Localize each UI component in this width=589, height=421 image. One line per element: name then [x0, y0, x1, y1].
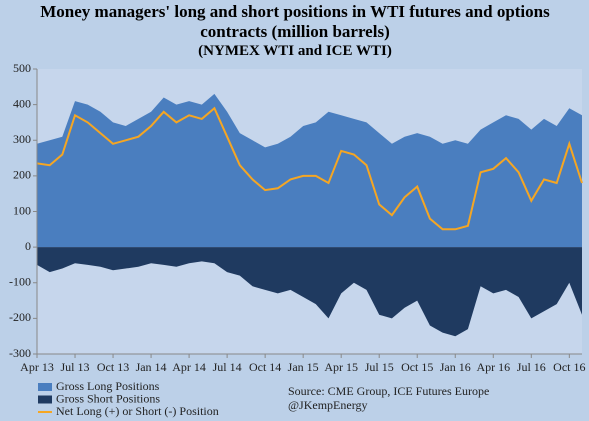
chart-subtitle: (NYMEX WTI and ICE WTI) — [198, 43, 392, 59]
x-tick-label: Apr 15 — [324, 360, 358, 374]
y-tick-label: -100 — [9, 275, 31, 289]
x-tick-label: Oct 16 — [553, 360, 585, 374]
legend-swatch — [38, 383, 52, 391]
x-tick-label: Oct 14 — [249, 360, 281, 374]
x-tick-label: Jul 16 — [517, 360, 546, 374]
y-tick-label: 400 — [13, 96, 31, 110]
y-tick-label: -300 — [9, 346, 31, 360]
x-tick-label: Oct 13 — [97, 360, 129, 374]
y-tick-label: 500 — [13, 61, 31, 75]
y-tick-label: 200 — [13, 168, 31, 182]
x-tick-label: Jan 14 — [136, 360, 167, 374]
y-tick-label: 0 — [25, 239, 31, 253]
legend-label: Gross Short Positions — [56, 391, 160, 405]
legend-label: Gross Long Positions — [56, 379, 160, 393]
chart-title: Money managers' long and short positions… — [40, 2, 550, 41]
credit: @JKempEnergy — [288, 398, 367, 412]
y-tick-label: 300 — [13, 132, 31, 146]
x-tick-label: Jan 15 — [288, 360, 319, 374]
x-tick-label: Apr 13 — [20, 360, 54, 374]
line — [36, 106, 583, 231]
x-tick-label: Apr 16 — [476, 360, 510, 374]
legend-swatch — [38, 395, 52, 404]
area — [37, 93, 582, 248]
x-tick-label: Jul 15 — [365, 360, 394, 374]
x-tick-label: Apr 14 — [172, 360, 206, 374]
x-tick-label: Oct 15 — [401, 360, 433, 374]
source: Source: CME Group, ICE Futures Europe — [288, 384, 489, 398]
y-tick-label: -200 — [9, 310, 31, 324]
legend-label: Net Long (+) or Short (-) Position — [56, 404, 219, 418]
y-tick-label: 100 — [13, 203, 31, 217]
area — [37, 247, 582, 337]
x-tick-label: Jul 14 — [213, 360, 242, 374]
x-tick-label: Jul 13 — [61, 360, 90, 374]
x-tick-label: Jan 16 — [440, 360, 471, 374]
